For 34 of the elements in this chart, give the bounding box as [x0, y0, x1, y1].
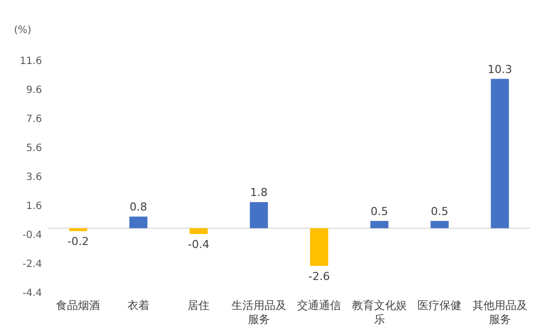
x-tick-label: 生活用品及服务	[231, 299, 286, 326]
x-tick-label: 交通通信	[297, 299, 342, 312]
y-tick-label: 7.6	[26, 114, 42, 125]
bar	[250, 202, 268, 228]
bar	[430, 220, 449, 228]
x-tick-label: 食品烟酒	[56, 299, 100, 312]
bar	[129, 216, 148, 228]
x-tick-label: 其他用品及服务	[472, 299, 528, 326]
data-label: 10.3	[488, 62, 512, 76]
bar	[490, 78, 509, 228]
data-label: 0.8	[130, 200, 148, 214]
y-axis-title: (%)	[14, 25, 32, 36]
bar	[69, 228, 88, 232]
x-tick-label: 教育文化娱乐	[352, 299, 407, 326]
x-tick-label: 医疗保健	[418, 299, 462, 312]
data-label: 0.5	[430, 204, 448, 218]
y-tick-label: 1.6	[26, 201, 42, 212]
y-tick-label: 5.6	[26, 143, 42, 154]
y-tick-label: 11.6	[20, 56, 42, 67]
data-label: -0.4	[188, 238, 210, 251]
bar	[190, 228, 208, 234]
y-tick-label: -4.4	[22, 288, 42, 299]
y-tick-label: 3.6	[26, 172, 42, 183]
data-label: 1.8	[250, 186, 268, 200]
data-label: -0.2	[67, 235, 89, 248]
x-tick-label: 居住	[188, 299, 210, 312]
y-tick-label: -0.4	[22, 230, 42, 241]
y-tick-label: 9.6	[26, 85, 42, 96]
bar	[370, 220, 388, 228]
data-label: -2.6	[308, 270, 330, 283]
x-tick-label: 衣着	[127, 299, 150, 312]
y-tick-label: -2.4	[22, 259, 42, 270]
data-label: 0.5	[370, 204, 388, 218]
bar	[310, 228, 328, 266]
